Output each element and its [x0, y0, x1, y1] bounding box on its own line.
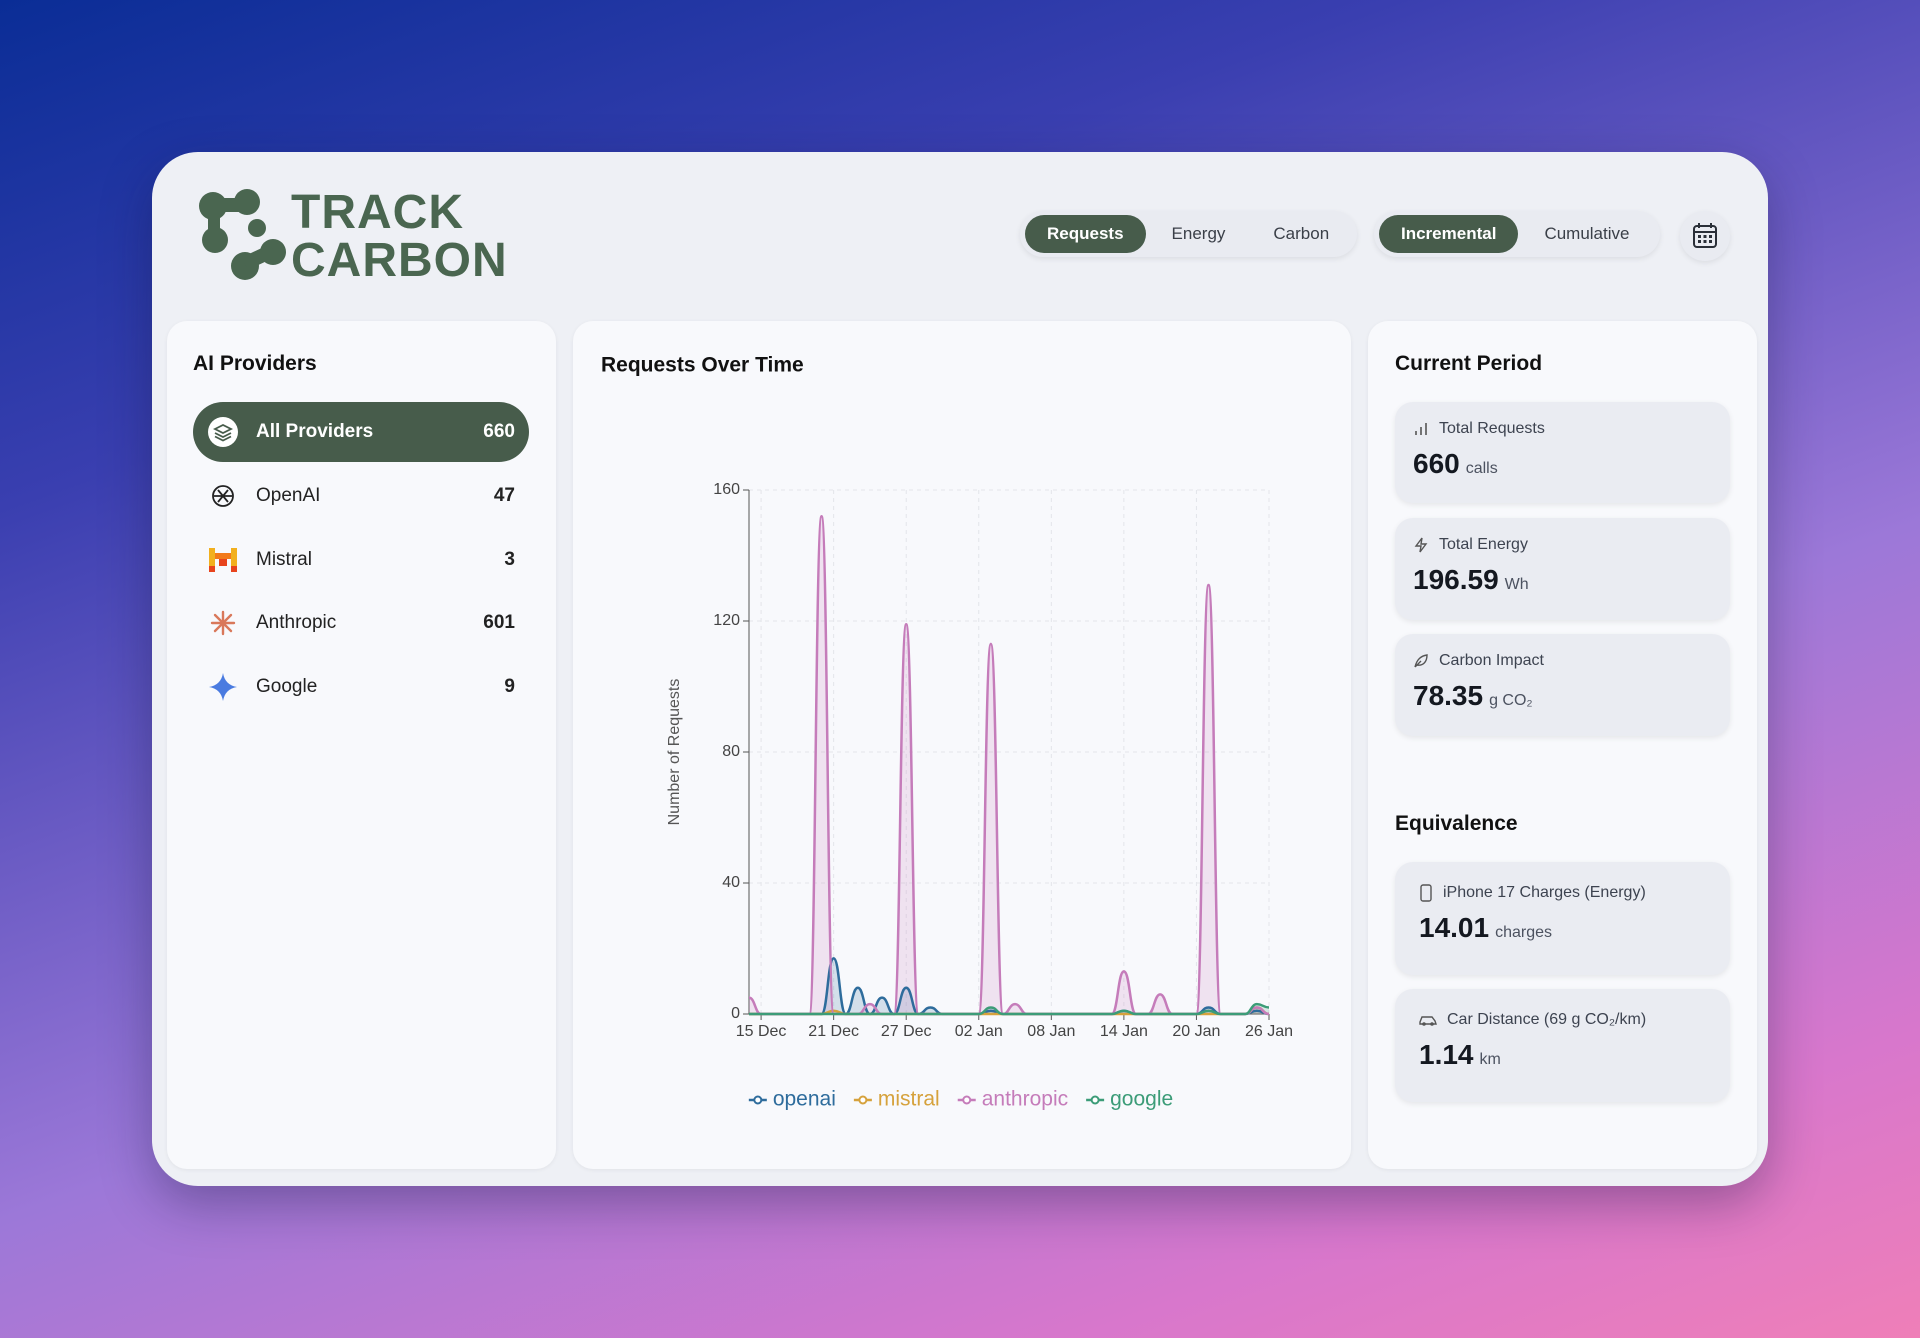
panel-title: Current Period [1395, 352, 1543, 375]
legend-item: openai [748, 1088, 836, 1111]
x-tick-label: 08 Jan [1027, 1023, 1075, 1040]
provider-count: 601 [483, 612, 515, 633]
y-tick-label: 160 [713, 481, 740, 498]
logo: TRACK CARBON [199, 186, 508, 284]
legend-swatch [858, 1095, 868, 1105]
icon [1415, 423, 1427, 435]
legend-label: google [1110, 1088, 1173, 1111]
legend-swatch [962, 1095, 972, 1105]
provider-name: Mistral [256, 549, 312, 570]
legend: openai mistral anthropic google [748, 1088, 1173, 1111]
stat-value: 14.01 [1419, 912, 1490, 943]
stat-unit: g CO₂ [1489, 692, 1533, 709]
y-tick-label: 80 [722, 743, 740, 760]
legend-item: mistral [853, 1088, 940, 1111]
icon [1419, 1016, 1437, 1026]
legend-item: anthropic [957, 1088, 1068, 1111]
x-tick-label: 20 Jan [1172, 1023, 1220, 1040]
stat-value: 1.14 [1419, 1039, 1474, 1070]
tab[interactable]: Energy [1171, 224, 1226, 243]
panel-title: Equivalence [1395, 812, 1518, 835]
provider-count: 3 [504, 549, 515, 570]
stat-unit: Wh [1504, 576, 1529, 593]
provider-row[interactable]: Mistral 3 [193, 530, 529, 590]
chart: Requests Over Time Number of Requests 0 4… [601, 354, 1293, 1111]
provider-row[interactable]: All Providers 660 [193, 402, 529, 462]
provider-count: 47 [493, 485, 515, 506]
provider-icon [207, 480, 239, 512]
stat-unit: calls [1465, 460, 1498, 477]
chart-panel [573, 321, 1351, 1169]
stat-label: Total Requests [1439, 420, 1545, 437]
stat-value: 196.59 [1413, 564, 1499, 595]
stat-value: 660 [1413, 448, 1460, 479]
legend-swatch [1090, 1095, 1100, 1105]
y-tick-label: 0 [731, 1005, 740, 1022]
provider-row[interactable]: OpenAI 47 [193, 466, 529, 526]
chart-title: Requests Over Time [601, 354, 804, 377]
y-tick-label: 40 [722, 874, 740, 891]
stat-card: Total Requests 660 calls [1395, 402, 1730, 503]
legend-label: anthropic [982, 1088, 1068, 1111]
icon [1414, 537, 1428, 553]
logo-mark [199, 189, 286, 280]
stat-unit: km [1479, 1051, 1501, 1068]
provider-name: Google [256, 676, 318, 697]
stat-label: iPhone 17 Charges (Energy) [1443, 884, 1646, 901]
tab[interactable]: Requests [1025, 215, 1146, 253]
provider-icon [207, 607, 239, 639]
stat-card: Car Distance (69 g CO₂/km) 1.14 km [1395, 989, 1730, 1102]
mode-tabs: Incremental Cumulative [1374, 211, 1660, 257]
x-tick-label: 21 Dec [808, 1023, 859, 1040]
logo-text: CARBON [291, 234, 508, 284]
stat-label: Carbon Impact [1439, 652, 1544, 669]
x-tick-label: 26 Jan [1245, 1023, 1293, 1040]
stat-unit: charges [1495, 924, 1552, 941]
provider-icon [207, 544, 239, 576]
calendar-button[interactable] [1680, 211, 1730, 261]
stat-label: Total Energy [1439, 536, 1528, 553]
provider-icon [207, 671, 239, 703]
legend-swatch [753, 1095, 763, 1105]
stat-card: Carbon Impact 78.35 g CO₂ [1395, 634, 1730, 736]
x-tick-label: 02 Jan [955, 1023, 1003, 1040]
icon [1414, 654, 1428, 668]
legend-label: openai [773, 1088, 836, 1111]
provider-count: 9 [504, 676, 515, 697]
x-tick-label: 14 Jan [1100, 1023, 1148, 1040]
stat-card: iPhone 17 Charges (Energy) 14.01 charges [1395, 862, 1730, 975]
provider-name: All Providers [256, 421, 374, 442]
y-axis-label: Number of Requests [666, 679, 683, 826]
panel-title: AI Providers [193, 352, 317, 375]
metric-tabs: Requests Energy Carbon [1020, 211, 1357, 257]
tab[interactable]: Carbon [1273, 224, 1330, 243]
icon [1420, 884, 1432, 902]
series-line [748, 1002, 1270, 1016]
tab[interactable]: Cumulative [1544, 224, 1630, 243]
x-tick-label: 27 Dec [881, 1023, 932, 1040]
x-tick-label: 15 Dec [736, 1023, 787, 1040]
stat-card: Total Energy 196.59 Wh [1395, 518, 1730, 620]
provider-count: 660 [483, 421, 515, 442]
provider-row[interactable]: Anthropic 601 [193, 593, 529, 653]
legend-item: google [1086, 1088, 1173, 1111]
providers-panel [167, 321, 556, 1169]
y-tick-label: 120 [713, 612, 740, 629]
provider-name: OpenAI [256, 485, 321, 506]
provider-name: Anthropic [256, 612, 337, 633]
stat-value: 78.35 [1413, 680, 1484, 711]
provider-icon [207, 416, 239, 448]
logo-text: TRACK [291, 186, 464, 239]
tab[interactable]: Incremental [1379, 215, 1519, 253]
provider-row[interactable]: Google 9 [193, 657, 529, 717]
stat-label: Car Distance (69 g CO₂/km) [1447, 1011, 1647, 1028]
legend-label: mistral [878, 1088, 940, 1111]
